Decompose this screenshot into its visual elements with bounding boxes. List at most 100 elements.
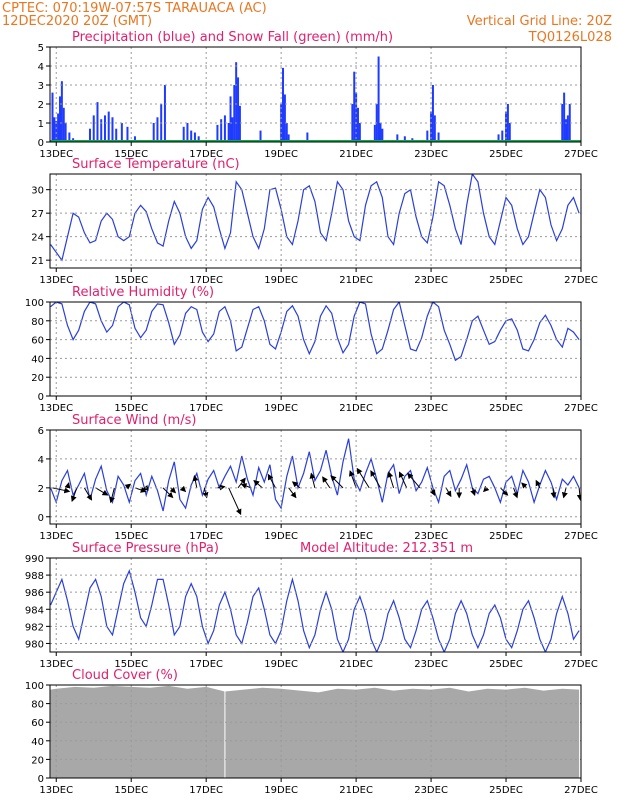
y-tick-label: 1 [38, 119, 44, 130]
wind-vector [356, 467, 370, 489]
wind-vector [398, 471, 408, 489]
precip-bar [237, 77, 240, 142]
precip-bar [437, 132, 440, 142]
x-tick-label: 21DEC [339, 149, 373, 160]
y-tick-label: 100 [25, 298, 44, 309]
y-tick-label: 20 [31, 373, 44, 384]
precip-bar [381, 128, 384, 142]
panel-frame [49, 429, 582, 525]
wind-vector [192, 474, 199, 488]
x-tick-label: 25DEC [489, 785, 523, 796]
precip-bar [58, 96, 61, 142]
precip-bar [62, 107, 65, 142]
y-tick-label: 27 [31, 209, 44, 220]
wind-vector [217, 484, 226, 491]
x-tick-label: 13DEC [39, 531, 73, 542]
precip-bar [92, 115, 95, 142]
precip-bar [182, 126, 185, 142]
precip-bar [283, 94, 286, 142]
precip-bar [68, 132, 71, 142]
x-tick-label: 25DEC [489, 403, 523, 414]
precip-bar [508, 123, 511, 142]
wind-vector [330, 475, 344, 489]
wind-vector [83, 487, 93, 501]
precip-bar [235, 62, 238, 142]
precip-bar [190, 130, 193, 142]
series-line [50, 174, 580, 262]
plot-area [50, 302, 580, 362]
x-tick-label: 27DEC [564, 659, 598, 670]
precip-bar [505, 111, 508, 142]
precip-bar [306, 132, 309, 142]
wind-vector [142, 484, 149, 491]
wind-vector [521, 482, 528, 489]
precip-bar [193, 132, 196, 142]
y-tick-label: 2 [38, 100, 44, 111]
humidity-title: Relative Humidity (%) [72, 285, 214, 300]
wind-vector [429, 487, 436, 496]
y-tick-label: 20 [31, 755, 44, 766]
precip-bar [220, 119, 223, 142]
series-line [50, 302, 580, 362]
precip-bar [223, 115, 226, 142]
precip-bar [231, 117, 234, 142]
precip-bar [103, 115, 106, 142]
wind-panel: Surface Wind (m/s) 13DEC 15DEC 17DEC 19DEC 2… [38, 413, 598, 542]
header-source-station: CPTEC: 070:19W-07:57S TARAUACA (AC) [2, 1, 267, 16]
precip-bar [133, 136, 136, 142]
y-tick-label: 3 [38, 81, 44, 92]
panel-frame [49, 173, 582, 269]
wind-vector [322, 476, 331, 489]
precip-bar [107, 111, 110, 142]
y-tick-label: 80 [31, 317, 44, 328]
precip-bar [565, 119, 568, 142]
precip-bar [285, 123, 288, 142]
precip-bar [60, 81, 63, 142]
x-tick-label: 23DEC [414, 785, 448, 796]
y-tick-label: 0 [38, 774, 44, 785]
x-tick-label: 13DEC [39, 785, 73, 796]
wind-vector [407, 472, 421, 489]
y-tick-label: 0 [38, 392, 44, 403]
wind-vector [370, 470, 381, 489]
wind-vector [64, 482, 71, 489]
precip-bar [96, 102, 99, 142]
series-line [50, 438, 580, 512]
precipitation-panel: Precipitation (blue) and Snow Fall (gree… [38, 30, 598, 160]
precip-bar [287, 134, 290, 142]
precip-bar [115, 128, 118, 142]
x-tick-label: 19DEC [264, 785, 298, 796]
x-tick-label: 27DEC [564, 275, 598, 286]
precip-bar [227, 123, 230, 142]
precipitation-title: Precipitation (blue) and Snow Fall (gree… [72, 30, 393, 45]
wind-vector [512, 487, 519, 499]
temperature-panel: Surface Temperature (nC) 13DEC 15DEC 17DEC… [31, 157, 598, 286]
x-tick-label: 23DEC [414, 149, 448, 160]
y-tick-label: 4 [38, 62, 44, 73]
x-tick-label: 19DEC [264, 531, 298, 542]
wind-vector [561, 487, 568, 499]
precip-bar [351, 104, 354, 142]
panel-frame [49, 301, 582, 397]
x-tick-label: 25DEC [489, 275, 523, 286]
y-tick-label: 24 [31, 233, 44, 244]
wind-vector [240, 483, 252, 489]
x-tick-label: 15DEC [114, 149, 148, 160]
x-tick-label: 25DEC [489, 149, 523, 160]
precip-bar [506, 104, 509, 142]
wind-vector [253, 479, 263, 489]
precip-bar [55, 121, 58, 142]
x-tick-label: 15DEC [114, 659, 148, 670]
precip-bar [431, 85, 434, 142]
x-tick-label: 17DEC [189, 149, 223, 160]
precip-bar [563, 92, 566, 142]
y-tick-label: 40 [31, 737, 44, 748]
y-tick-label: 0 [38, 138, 44, 149]
x-tick-label: 19DEC [264, 659, 298, 670]
precip-bar [426, 130, 429, 142]
wind-vector [288, 487, 297, 499]
header-run-code: TQ0126L028 [528, 30, 612, 45]
x-tick-label: 23DEC [414, 403, 448, 414]
precip-bar [497, 134, 500, 142]
precip-bar [216, 124, 219, 142]
